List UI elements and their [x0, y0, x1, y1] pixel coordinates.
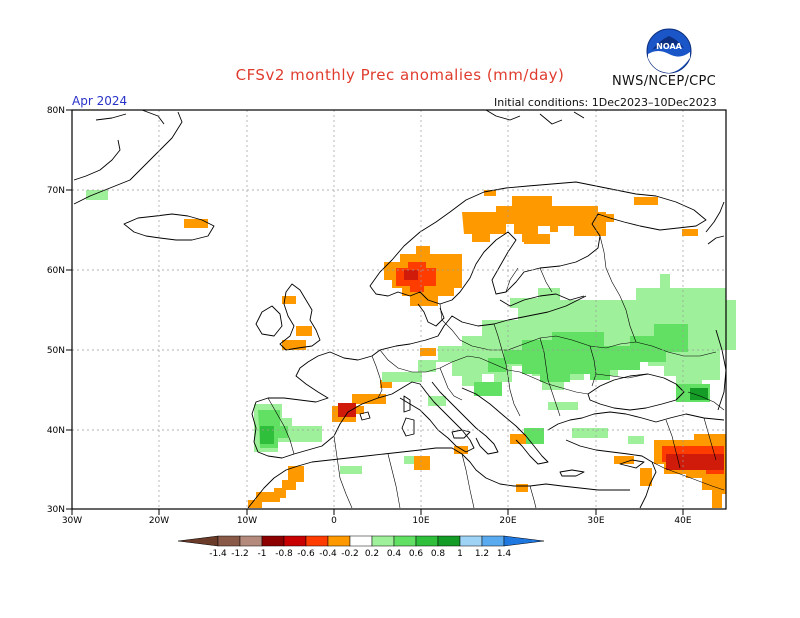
wet-patch-balkans [474, 382, 502, 396]
coastlines [73, 109, 727, 509]
lon-label: 10E [412, 516, 429, 526]
colorbar-label: 0.6 [409, 549, 424, 559]
initial-conditions: Initial conditions: 1Dec2023–10Dec2023 [494, 96, 717, 109]
map-gridlines [72, 110, 726, 509]
dry-patch-libya [516, 484, 528, 492]
colorbar-segment [349, 535, 373, 547]
wet-patch-turkey-2 [628, 436, 644, 444]
dry-patch-morocco-3 [248, 500, 262, 508]
organization-label: NWS/NCEP/CPC [612, 74, 717, 89]
colorbar-segment [481, 535, 505, 547]
colorbar-label: -1 [258, 549, 267, 559]
wet-patch-italy [428, 396, 446, 406]
colorbar-label: -1.2 [231, 549, 249, 559]
axis-ticks [66, 109, 684, 515]
dry-patch-spain-ne-strong [338, 403, 356, 417]
dry-patch-scandinavia-north [462, 190, 606, 242]
colorbar-label: -1.4 [209, 549, 227, 559]
colorbar-labels: -1.4 -1.2 -1 -0.8 -0.6 -0.4 -0.2 0.2 0.4 0.6 0.8 1 1… [209, 549, 511, 559]
country-borders [267, 235, 725, 509]
lon-label: 40E [674, 516, 691, 526]
colorbar-segment [459, 535, 483, 547]
colorbar [177, 535, 545, 547]
map-frame [71, 109, 727, 510]
dry-patch-scandinavia-north2 [524, 234, 550, 244]
colorbar-segment [503, 535, 545, 547]
colorbar-label: 0.4 [387, 549, 402, 559]
colorbar-label: 1.2 [475, 549, 489, 559]
colorbar-segment [217, 535, 241, 547]
dry-patch-france [420, 348, 436, 356]
colorbar-label: 1.4 [497, 549, 512, 559]
dry-patch-north-russia2 [598, 214, 614, 222]
lat-label: 50N [47, 346, 65, 356]
lon-label: 30W [62, 516, 82, 526]
colorbar-label: -0.2 [341, 549, 359, 559]
colorbar-segment [415, 535, 439, 547]
wet-patch-caucasus-dark [690, 388, 708, 400]
colorbar-segment [305, 535, 329, 547]
colorbar-label: -0.8 [275, 549, 293, 559]
dry-patch-pyrenees [352, 394, 386, 404]
lat-label: 30N [47, 505, 65, 515]
logo-text: NOAA [656, 42, 682, 51]
colorbar-label: 0.2 [365, 549, 379, 559]
forecast-period: Apr 2024 [72, 94, 128, 108]
colorbar-segment [239, 535, 263, 547]
colorbar-label: 0.8 [431, 549, 446, 559]
lon-label: 20W [149, 516, 169, 526]
colorbar-segment [437, 535, 461, 547]
colorbar-segment [371, 535, 395, 547]
lat-label: 60N [47, 266, 65, 276]
dry-patch-tunisia [454, 446, 468, 454]
lon-label: 20E [499, 516, 516, 526]
dry-patch-uk-3 [282, 340, 306, 350]
lon-label: 30E [587, 516, 604, 526]
dry-patch-north-russia [634, 197, 658, 205]
dry-patch-north-russia3 [682, 229, 698, 236]
dry-patch-norway-extreme [404, 270, 418, 280]
dry-patch-uk-1 [282, 296, 296, 304]
wet-patch-aegean [524, 428, 544, 444]
dry-patch-italy-south [510, 434, 526, 444]
lon-labels: 30W 20W 10W 0 10E 20E 30E 40E [62, 516, 692, 526]
colorbar-label: -0.6 [297, 549, 315, 559]
lon-label: 0 [331, 516, 337, 526]
dry-patch-algeria [414, 456, 430, 470]
lat-label: 80N [47, 106, 65, 116]
colorbar-segment [283, 535, 307, 547]
map-title: CFSv2 monthly Prec anomalies (mm/day) [235, 66, 565, 84]
dry-patch-levant [640, 468, 652, 486]
noaa-logo: NOAA [646, 28, 692, 74]
dry-patch-morocco [274, 466, 304, 498]
anomaly-patches [86, 190, 736, 508]
colorbar-label: -0.4 [319, 549, 337, 559]
dry-patch-iceland [184, 219, 208, 228]
wet-patch-greece [548, 402, 578, 410]
lat-label: 70N [47, 186, 65, 196]
wet-patch-alps [382, 372, 422, 382]
colorbar-segment [393, 535, 417, 547]
wet-patch-north-africa [340, 466, 362, 474]
dry-patch-middle-east-extreme [666, 454, 724, 470]
dry-patch-france-2 [380, 380, 392, 388]
lat-labels: 80N 70N 60N 50N 40N 30N [47, 106, 65, 515]
dry-patch-morocco-2 [256, 492, 280, 502]
wet-patch-north-africa-2 [404, 456, 414, 464]
colorbar-segment [261, 535, 285, 547]
wet-patch-turkey [572, 428, 608, 438]
colorbar-segment [327, 535, 351, 547]
colorbar-segment [177, 535, 219, 547]
colorbar-label: 1 [457, 549, 463, 559]
dry-patch-uk-2 [296, 326, 312, 336]
wet-patch-portugal-dark [260, 426, 274, 444]
lon-label: 10W [237, 516, 257, 526]
lat-label: 40N [47, 426, 65, 436]
dry-patch-levant-2 [614, 456, 634, 464]
wet-patch-greenland [86, 190, 108, 200]
wet-patch-eastern-europe-medium [488, 324, 688, 382]
